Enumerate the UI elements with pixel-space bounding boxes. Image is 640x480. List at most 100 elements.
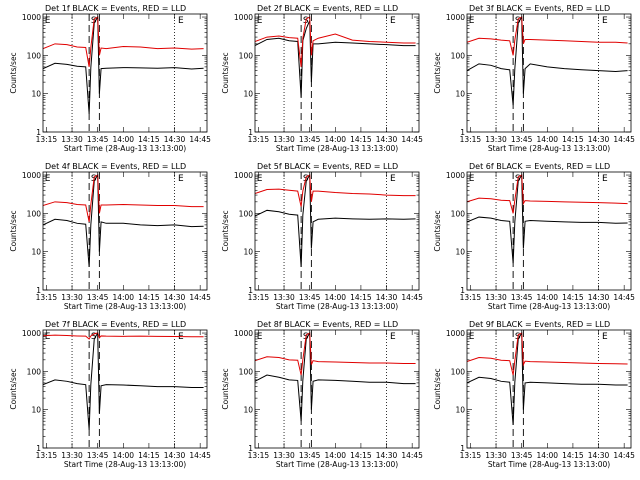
interval-marker-e: E — [390, 16, 396, 26]
y-tick-label: 1 — [248, 128, 253, 137]
x-axis-label: Start Time (28-Aug-13 13:13:00) — [488, 144, 610, 153]
y-tick-label: 1000 — [234, 13, 253, 22]
plot-frame — [466, 171, 632, 291]
y-tick-label: 1 — [460, 444, 465, 453]
x-tick-label: 14:15 — [562, 293, 584, 302]
x-tick-label: 14:15 — [138, 293, 160, 302]
x-axis-label: Start Time (28-Aug-13 13:13:00) — [276, 460, 398, 469]
y-tick-label: 100 — [451, 51, 466, 60]
x-axis-label: Start Time (28-Aug-13 13:13:00) — [64, 460, 186, 469]
series-lld-line — [43, 16, 204, 67]
x-tick-label: 13:30 — [485, 293, 507, 302]
x-tick-label: 13:30 — [61, 293, 83, 302]
plot-frame — [466, 13, 632, 133]
y-axis-label: Counts/sec — [433, 368, 442, 409]
x-tick-label: 13:30 — [61, 451, 83, 460]
y-tick-label: 10 — [31, 248, 41, 257]
y-tick-label: 1 — [248, 444, 253, 453]
series-events-line — [255, 20, 416, 98]
series-lld-line — [255, 16, 416, 67]
series-events-line — [467, 331, 628, 425]
interval-marker-e: E — [469, 174, 475, 184]
y-tick-label: 1 — [36, 444, 41, 453]
x-tick-label: 14:00 — [536, 135, 558, 144]
y-tick-label: 1 — [248, 286, 253, 295]
interval-marker-e: E — [45, 174, 51, 184]
y-tick-label: 100 — [451, 209, 466, 218]
x-tick-label: 13:45 — [87, 451, 109, 460]
series-lld-line — [43, 332, 204, 340]
plot-frame — [254, 13, 420, 133]
x-tick-label: 14:00 — [324, 135, 346, 144]
x-tick-label: 13:15 — [460, 293, 482, 302]
x-tick-label: 14:15 — [350, 451, 372, 460]
x-tick-label: 14:30 — [164, 293, 186, 302]
x-tick-label: 14:30 — [588, 451, 610, 460]
series-events-line — [255, 331, 416, 422]
y-tick-label: 10 — [31, 406, 41, 415]
panel-title: Det 5f BLACK = Events, RED = LLD — [257, 162, 398, 171]
series-lld-line — [255, 174, 416, 207]
y-tick-label: 100 — [239, 209, 254, 218]
y-tick-label: 1 — [460, 128, 465, 137]
y-tick-label: 10 — [455, 406, 465, 415]
interval-marker-e: E — [257, 174, 263, 184]
x-tick-label: 13:45 — [299, 451, 321, 460]
x-tick-label: 13:30 — [61, 135, 83, 144]
series-events-line — [43, 173, 204, 267]
x-tick-label: 14:45 — [613, 451, 635, 460]
interval-marker-e: E — [178, 16, 184, 26]
y-axis-label: Counts/sec — [433, 210, 442, 251]
y-tick-label: 10 — [455, 90, 465, 99]
y-tick-label: 10 — [31, 90, 41, 99]
y-tick-label: 100 — [27, 209, 42, 218]
x-tick-label: 14:45 — [613, 135, 635, 144]
x-tick-label: 14:15 — [350, 135, 372, 144]
interval-marker-e: E — [390, 174, 396, 184]
x-tick-label: 14:00 — [112, 451, 134, 460]
x-tick-label: 13:30 — [485, 451, 507, 460]
plot-frame — [42, 171, 208, 291]
x-tick-label: 14:00 — [536, 293, 558, 302]
x-tick-label: 14:00 — [324, 293, 346, 302]
y-tick-label: 10 — [455, 248, 465, 257]
x-tick-label: 14:45 — [401, 135, 423, 144]
interval-marker-e: E — [602, 332, 608, 342]
y-tick-label: 1000 — [22, 171, 41, 180]
x-tick-label: 14:30 — [164, 135, 186, 144]
y-tick-label: 10 — [243, 90, 253, 99]
plot-frame — [254, 171, 420, 291]
interval-marker-e: E — [602, 174, 608, 184]
x-axis-label: Start Time (28-Aug-13 13:13:00) — [488, 460, 610, 469]
y-tick-label: 1000 — [446, 13, 465, 22]
x-tick-label: 14:15 — [350, 293, 372, 302]
y-tick-label: 100 — [27, 367, 42, 376]
series-lld-line — [255, 332, 416, 376]
panel-title: Det 7f BLACK = Events, RED = LLD — [45, 320, 186, 329]
x-tick-label: 13:45 — [299, 135, 321, 144]
x-tick-label: 14:30 — [588, 293, 610, 302]
y-tick-label: 1000 — [446, 329, 465, 338]
y-axis-label: Counts/sec — [221, 368, 230, 409]
x-tick-label: 14:45 — [189, 451, 211, 460]
x-tick-label: 13:30 — [273, 135, 295, 144]
x-tick-label: 14:45 — [189, 293, 211, 302]
y-axis-label: Counts/sec — [9, 368, 18, 409]
x-tick-label: 13:45 — [87, 293, 109, 302]
panel-title: Det 4f BLACK = Events, RED = LLD — [45, 162, 186, 171]
y-axis-label: Counts/sec — [221, 52, 230, 93]
x-tick-label: 13:30 — [273, 451, 295, 460]
x-tick-label: 13:30 — [485, 135, 507, 144]
interval-marker-e: E — [178, 174, 184, 184]
x-tick-label: 13:15 — [460, 451, 482, 460]
y-tick-label: 1 — [460, 286, 465, 295]
interval-marker-e: E — [257, 332, 263, 342]
x-tick-label: 14:45 — [613, 293, 635, 302]
x-tick-label: 13:15 — [36, 135, 58, 144]
interval-marker-e: E — [45, 16, 51, 26]
